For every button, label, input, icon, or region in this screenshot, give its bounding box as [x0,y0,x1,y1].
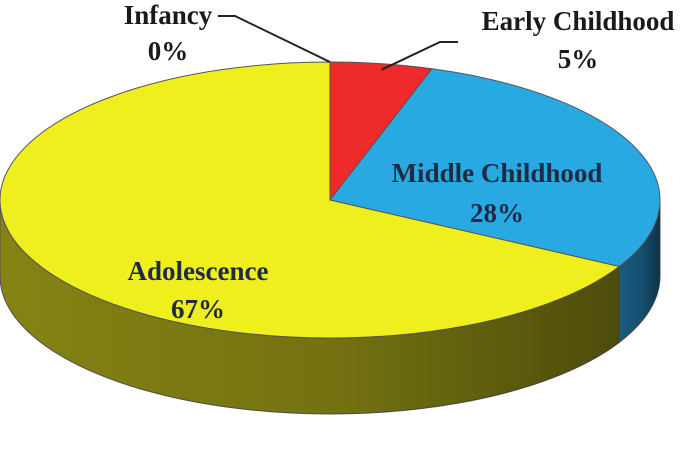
leader-line-early-childhood [381,41,458,71]
label-early-childhood-name: Early Childhood [482,6,675,36]
label-middle-childhood-value: 28% [470,198,524,228]
label-adolescence-value: 67% [171,294,225,324]
slice-side-shade-adolescence [0,200,620,414]
label-infancy-name: Infancy [124,0,213,30]
pie-tops [0,61,661,339]
slice-labels: Infancy 0% Early Childhood 5% Middle Chi… [124,0,675,324]
label-middle-childhood-name: Middle Childhood [392,158,603,188]
slice-side-shade-middle-childhood [619,200,660,343]
leader-line-infancy [218,15,331,63]
label-adolescence-name: Adolescence [128,256,269,286]
label-infancy-value: 0% [148,36,189,66]
leader-lines [218,15,458,71]
slice-middle-childhood [329,68,661,268]
label-early-childhood-value: 5% [558,44,599,74]
slice-adolescence [0,61,621,339]
